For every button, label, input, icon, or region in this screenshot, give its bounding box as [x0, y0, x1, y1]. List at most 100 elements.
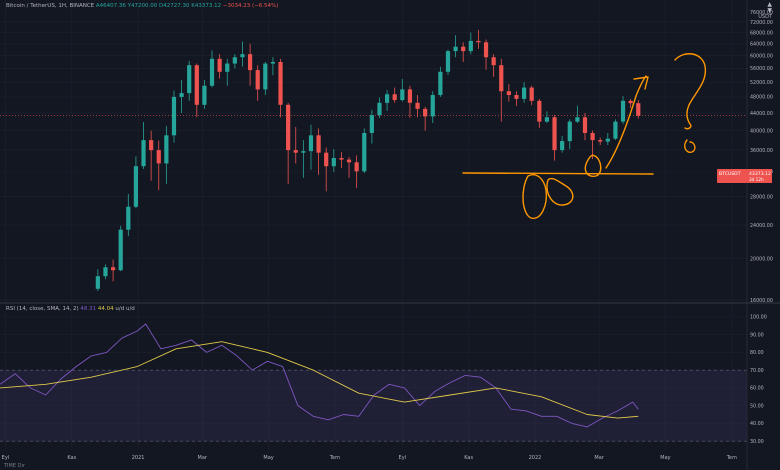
footer-label: TIME Dır — [4, 463, 25, 469]
price-tick-label: 68000.00 — [750, 30, 773, 36]
price-tick-label: 60000.00 — [750, 53, 773, 59]
candle-body — [255, 70, 260, 90]
triangle-up-icon[interactable]: ▲ — [767, 1, 772, 8]
candle-body — [118, 229, 123, 271]
price-tick-label: 48000.00 — [750, 95, 773, 101]
rsi-tick-label: 40.00 — [750, 421, 764, 427]
ticker-line[interactable]: Bitcoin / TetherUS, 1H, BINANCE A46407.3… — [6, 3, 278, 9]
price-tick-label: 16000.00 — [750, 298, 773, 304]
candle-body — [438, 71, 443, 96]
candles — [95, 29, 641, 291]
candle-body — [225, 63, 230, 72]
candle-body — [476, 40, 481, 43]
candle-body — [529, 87, 534, 101]
candle-body — [461, 46, 466, 52]
price-badge-price: 43373.12 — [749, 171, 771, 177]
candle-body — [316, 135, 321, 153]
candle-body — [331, 157, 336, 167]
rsi-tick-label: 50.00 — [750, 403, 764, 409]
price-badge-countdown: 3d 12h — [749, 177, 764, 182]
candle-body — [179, 93, 184, 97]
rsi-tick-label: 60.00 — [750, 386, 764, 392]
annotation-arrowhead — [633, 76, 649, 90]
candle-body — [95, 276, 100, 289]
annotation-circle-left — [522, 174, 548, 219]
candle-body — [149, 140, 154, 151]
candle-body — [156, 150, 161, 164]
candle-body — [552, 117, 557, 151]
price-tick-label: 20000.00 — [750, 257, 773, 263]
time-axis[interactable]: Eyl Kas 2021 Mar May Tem Eyl Kas 2022 Mar May Tem — [2, 455, 737, 461]
candle-body — [598, 140, 603, 142]
candle-body — [636, 103, 641, 116]
time-tick-label: Eyl — [2, 455, 10, 461]
triangle-down-icon[interactable]: ▼ — [767, 7, 772, 14]
candle-body — [377, 102, 382, 116]
price-badge: BTCUSDT 43373.12 3d 12h — [717, 169, 772, 183]
candle-body — [194, 65, 199, 105]
ohlc-low: D42727.30 — [159, 3, 190, 9]
candle-body — [339, 157, 344, 160]
rsi-band — [0, 370, 747, 442]
rsi-legend-ma: 44.04 — [97, 306, 114, 312]
price-tick-label: 44000.00 — [750, 111, 773, 117]
time-tick-label: Mar — [198, 455, 208, 461]
time-tick-label: Mar — [594, 455, 604, 461]
candle-body — [430, 95, 435, 117]
candle-body — [445, 51, 451, 72]
time-tick-label: Eyl — [399, 455, 407, 461]
candle-body — [293, 150, 298, 153]
candle-body — [324, 152, 329, 167]
candle-body — [308, 135, 314, 152]
candle-body — [483, 42, 489, 58]
rsi-axis[interactable]: 30.00 40.00 50.00 60.00 70.00 80.00 90.00 100.0… — [750, 315, 767, 445]
candle-body — [126, 206, 131, 230]
candle-body — [506, 91, 511, 96]
candle-body — [270, 61, 276, 64]
rsi-tick-label: 90.00 — [750, 332, 764, 338]
candle-body — [537, 100, 542, 122]
time-tick-label: May — [660, 455, 670, 461]
candle-body — [407, 89, 413, 103]
price-tick-label: 72000.00 — [750, 20, 773, 26]
candle-body — [133, 166, 139, 207]
candle-body — [567, 121, 572, 142]
time-tick-label: 2021 — [132, 455, 145, 461]
candle-body — [590, 132, 595, 141]
price-tick-label: 28000.00 — [750, 194, 773, 200]
price-tick-label: 40000.00 — [750, 128, 773, 134]
candle-body — [453, 46, 458, 52]
candle-body — [202, 85, 207, 105]
symbol-title[interactable]: Bitcoin / TetherUS, 1H, BINANCE — [6, 3, 95, 9]
price-tick-label: 64000.00 — [750, 42, 773, 48]
rsi-ma-line — [0, 341, 639, 419]
currency-box[interactable]: ▲ ▼ USDT — [758, 1, 772, 21]
annotation-circle-mid — [546, 177, 574, 206]
candle-body — [400, 89, 405, 101]
hand-annotations — [462, 53, 707, 219]
annotation-neckline — [462, 172, 654, 175]
candle-body — [613, 121, 618, 139]
price-tick-label: 52000.00 — [750, 80, 773, 86]
annotation-circle-right — [584, 154, 602, 177]
candle-body — [110, 267, 116, 271]
candle-body — [187, 65, 192, 94]
time-tick-label: Kas — [464, 455, 473, 461]
rsi-legend-label: RSI (14, close, SMA, 14, 2) — [6, 306, 79, 312]
ohlc-close: K43373.12 — [191, 3, 222, 9]
price-axis[interactable]: 16000.0020000.0024000.0028000.0032000.00… — [750, 10, 773, 304]
time-tick-label: Tem — [329, 455, 340, 461]
currency-label: USDT — [758, 14, 772, 20]
time-tick-label: 2022 — [529, 455, 542, 461]
candle-body — [286, 104, 291, 151]
candle-body — [605, 138, 610, 142]
candle-body — [544, 117, 550, 122]
candle-body — [209, 58, 215, 86]
rsi-legend[interactable]: RSI (14, close, SMA, 14, 2) 48.31 44.04 … — [6, 306, 135, 312]
annotation-question-mark — [674, 53, 707, 130]
candle-body — [415, 102, 420, 109]
time-tick-label: May — [263, 455, 273, 461]
candle-body — [491, 57, 496, 66]
annotation-arrow-up — [605, 75, 647, 169]
